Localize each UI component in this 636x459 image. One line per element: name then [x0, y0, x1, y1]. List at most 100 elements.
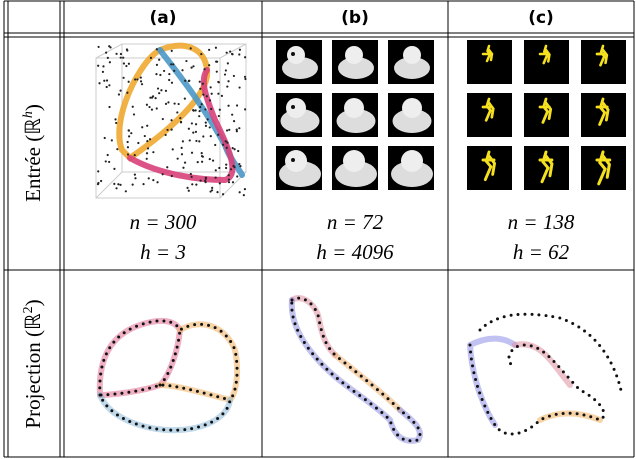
point: [208, 64, 210, 66]
point: [231, 53, 233, 55]
point: [205, 122, 207, 124]
point: [130, 132, 132, 134]
point: [238, 86, 240, 88]
row-label: Entrée (ℝh): [21, 104, 45, 202]
point: [108, 161, 110, 163]
thumbnail: [388, 146, 434, 190]
point: [199, 81, 201, 83]
point: [221, 95, 223, 97]
point: [103, 80, 105, 82]
point: [156, 64, 158, 66]
point: [209, 190, 211, 192]
point: [201, 161, 203, 163]
point: [166, 129, 168, 131]
row-label: Projection (ℝ2): [21, 299, 45, 428]
loop: [130, 70, 232, 180]
duck-head: [344, 98, 364, 118]
point: [126, 92, 128, 94]
point: [225, 69, 227, 71]
point: [231, 114, 233, 116]
point: [210, 86, 212, 88]
duck-thumbnails: [276, 40, 434, 190]
point: [109, 61, 111, 63]
point: [165, 134, 167, 136]
point: [122, 57, 124, 59]
point: [216, 71, 218, 73]
point: [191, 152, 193, 154]
point: [171, 82, 173, 84]
point: [155, 97, 157, 99]
thumbnail: [581, 146, 626, 190]
point: [115, 122, 117, 124]
point: [102, 71, 104, 73]
point: [184, 80, 186, 82]
thumbnail: [524, 40, 569, 84]
point: [134, 154, 136, 156]
point: [179, 117, 181, 119]
point: [97, 65, 99, 67]
point: [226, 85, 228, 87]
point: [202, 83, 204, 85]
point: [190, 176, 192, 178]
point: [232, 147, 234, 149]
segment: [515, 344, 570, 385]
duck-head: [402, 98, 422, 118]
projection-b: [292, 298, 420, 441]
thumbnail: [581, 93, 626, 137]
sample-count: n = 300: [130, 210, 197, 234]
point: [182, 167, 184, 169]
point: [232, 165, 234, 167]
loop: [119, 46, 207, 158]
point: [176, 111, 178, 113]
point: [226, 142, 228, 144]
point: [217, 93, 219, 95]
point: [182, 140, 184, 142]
thumbnail: [332, 146, 378, 190]
point: [108, 84, 110, 86]
point: [186, 187, 188, 189]
point: [244, 188, 246, 190]
point: [126, 48, 128, 50]
point: [170, 63, 172, 65]
point: [212, 159, 214, 161]
point: [148, 177, 150, 179]
point: [191, 183, 193, 185]
point: [211, 187, 213, 189]
point: [146, 104, 148, 106]
point: [238, 53, 240, 55]
thumbnail: [524, 93, 569, 137]
point: [202, 94, 204, 96]
point: [227, 105, 229, 107]
point: [234, 148, 236, 150]
point: [201, 103, 203, 105]
point: [244, 56, 246, 58]
point: [166, 166, 168, 168]
point: [188, 128, 190, 130]
point: [225, 167, 227, 169]
duck-head: [343, 150, 365, 172]
point: [113, 183, 115, 185]
point: [191, 122, 193, 124]
point: [202, 135, 204, 137]
point: [123, 77, 125, 79]
point: [209, 99, 211, 101]
point: [230, 168, 232, 170]
point: [163, 70, 165, 72]
point: [233, 75, 235, 77]
point: [197, 161, 199, 163]
point: [192, 65, 194, 67]
thumbnail: [388, 40, 434, 84]
point: [226, 129, 228, 131]
dimension: h = 3: [140, 240, 186, 264]
duck-head: [345, 46, 363, 64]
point: [243, 194, 245, 196]
point: [217, 134, 219, 136]
segment: [100, 395, 230, 430]
point: [188, 190, 190, 192]
point: [199, 88, 201, 90]
point: [141, 83, 143, 85]
point: [199, 180, 201, 182]
point: [184, 97, 186, 99]
point: [159, 74, 161, 76]
point: [134, 177, 136, 179]
